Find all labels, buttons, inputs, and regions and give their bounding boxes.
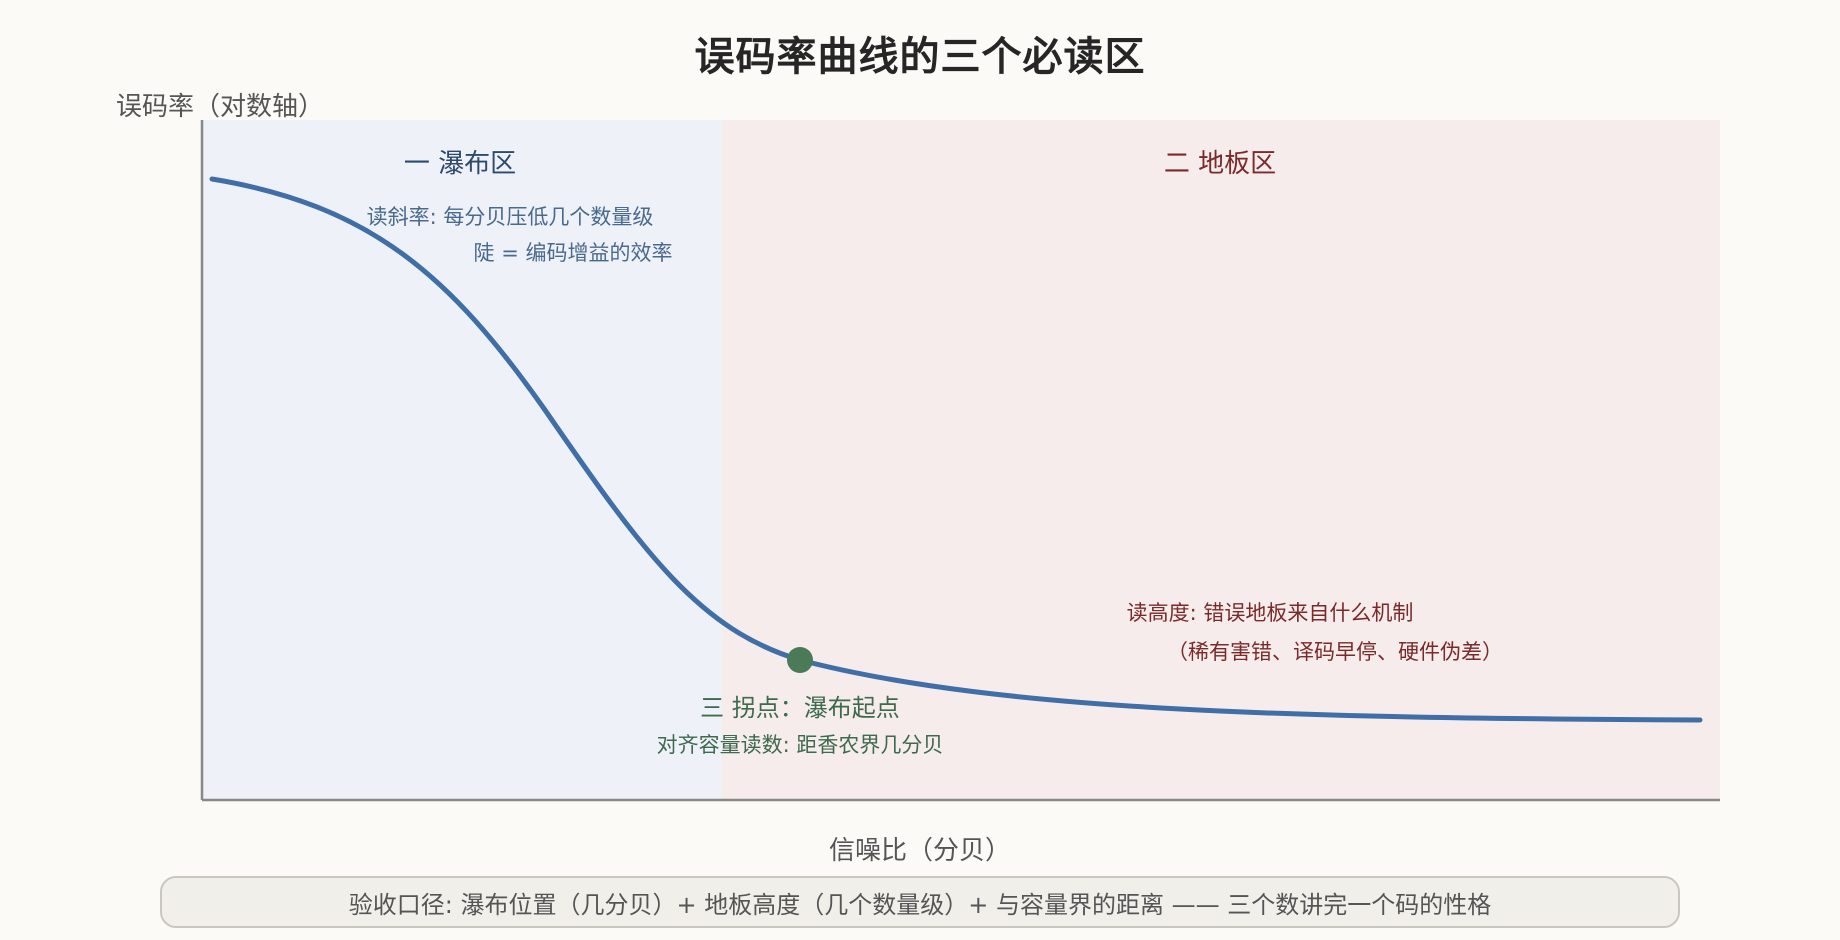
waterfall-zone-label: 一 瀑布区 (404, 149, 516, 179)
ber-curve (209, 176, 1703, 723)
footer-note-text: 验收口径: 瀑布位置（几分贝）+ 地板高度（几个数量级）+ 与容量界的距离 ——… (348, 890, 1492, 919)
knee-point-marker (787, 647, 813, 673)
x-axis-label: 信噪比（分贝） (828, 836, 1011, 866)
floor-note-line1: 读高度: 错误地板来自什么机制 (1127, 601, 1414, 625)
footer-note-box: 验收口径: 瀑布位置（几分贝）+ 地板高度（几个数量级）+ 与容量界的距离 ——… (160, 876, 1680, 928)
ber-curve-diagram: 一 瀑布区 读斜率: 每分贝压低几个数量级 陡 = 编码增益的效率 二 地板区 … (200, 120, 1720, 802)
waterfall-note-line1: 读斜率: 每分贝压低几个数量级 (367, 205, 654, 229)
y-axis-label: 误码率（对数轴） (116, 92, 325, 122)
chart-title: 误码率曲线的三个必读区 (694, 34, 1146, 80)
waterfall-note-line2: 陡 = 编码增益的效率 (474, 241, 673, 265)
knee-note: 对齐容量读数: 距香农界几分贝 (657, 733, 944, 757)
waterfall-zone (202, 120, 722, 800)
floor-zone (722, 120, 1720, 800)
floor-zone-label: 二 地板区 (1164, 149, 1276, 179)
floor-note-line2: （稀有害错、译码早停、硬件伪差） (1167, 640, 1503, 664)
knee-label: 三 拐点：瀑布起点 (700, 694, 900, 722)
